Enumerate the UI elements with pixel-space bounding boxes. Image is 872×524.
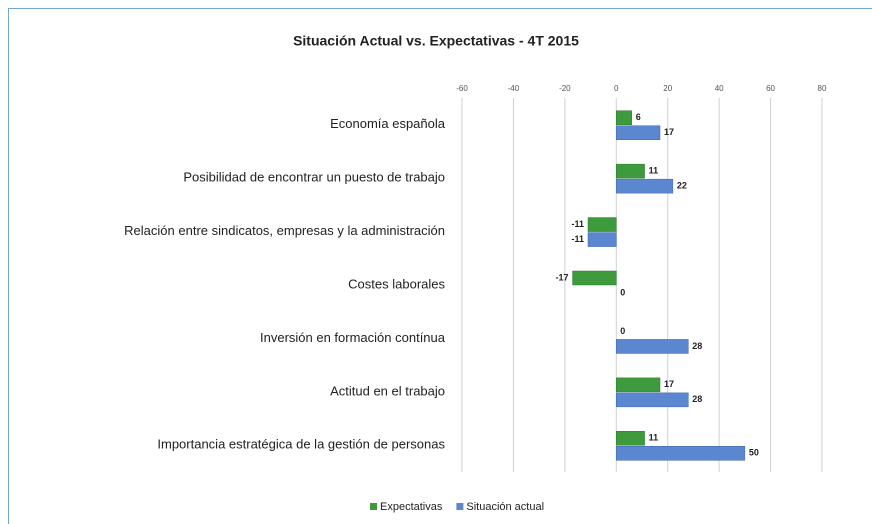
x-tick-label: 40 <box>715 84 724 93</box>
chart-title: Situación Actual vs. Expectativas - 4T 2… <box>293 33 579 49</box>
value-label: 6 <box>636 112 641 122</box>
bar <box>587 232 617 247</box>
legend-label: Expectativas <box>380 501 443 513</box>
x-tick-label: 80 <box>818 84 827 93</box>
value-label: 17 <box>664 127 674 137</box>
value-label: 11 <box>649 433 659 443</box>
category-label: Relación entre sindicatos, empresas y la… <box>124 223 445 238</box>
value-label: -11 <box>571 234 584 244</box>
category-label: Economía española <box>330 116 446 131</box>
bar <box>616 110 632 125</box>
value-label: 22 <box>677 181 687 191</box>
x-tick-label: 20 <box>663 84 672 93</box>
legend-swatch <box>456 503 464 510</box>
x-tick-label: -20 <box>559 84 571 93</box>
value-label: 28 <box>692 394 702 404</box>
category-label: Inversión en formación contínua <box>260 330 446 345</box>
bar <box>616 377 661 393</box>
category-label: Importancia estratégica de la gestión de… <box>157 437 445 452</box>
legend-label: Situación actual <box>466 501 544 513</box>
frame <box>8 8 872 524</box>
value-label: 0 <box>620 287 625 297</box>
bar <box>616 125 661 140</box>
bar <box>616 446 746 461</box>
bar <box>616 392 689 408</box>
category-label: Actitud en el trabajo <box>330 383 445 398</box>
x-tick-label: -40 <box>508 84 520 93</box>
value-label: 17 <box>664 379 674 389</box>
bar <box>616 178 674 194</box>
bar <box>616 163 645 179</box>
legend-swatch <box>370 503 377 510</box>
category-label: Costes laborales <box>348 276 445 291</box>
value-label: 0 <box>620 326 625 336</box>
bar <box>616 431 645 446</box>
bar <box>572 270 617 286</box>
value-label: -11 <box>571 219 584 229</box>
x-tick-label: 60 <box>766 84 775 93</box>
bar <box>587 217 617 232</box>
category-label: Posibilidad de encontrar un puesto de tr… <box>183 170 445 185</box>
value-label: -17 <box>556 272 569 282</box>
x-tick-label: 0 <box>614 84 619 93</box>
bar <box>616 339 689 354</box>
x-tick-label: -60 <box>456 84 468 93</box>
value-label: 50 <box>749 448 759 458</box>
value-label: 11 <box>649 166 659 176</box>
value-label: 28 <box>692 341 702 351</box>
